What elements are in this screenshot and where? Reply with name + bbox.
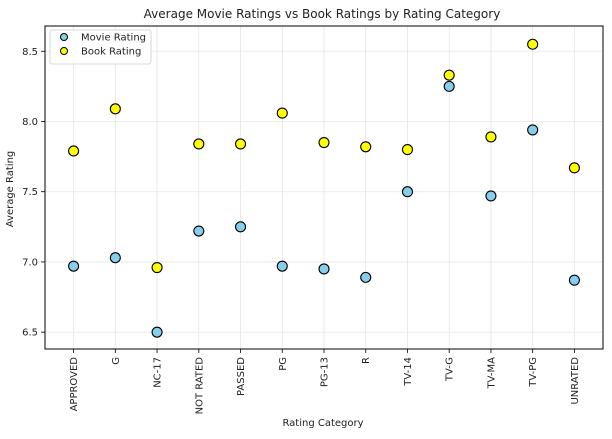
x-tick-label: TV-G — [445, 357, 456, 382]
point-book-tv-14 — [401, 144, 414, 156]
chart-title: Average Movie Ratings vs Book Ratings by… — [144, 7, 501, 21]
point-book-not-rated — [193, 138, 205, 150]
point-book-tv-pg — [527, 38, 539, 50]
point-book-g — [109, 103, 121, 115]
y-tick-label: 8.5 — [22, 47, 38, 58]
point-movie-pg — [276, 260, 288, 272]
point-movie-tv-14 — [401, 186, 414, 198]
point-movie-passed — [234, 221, 247, 233]
grid-layer — [45, 26, 603, 349]
y-tick-label: 8.0 — [22, 117, 38, 128]
point-book-r — [360, 141, 372, 153]
x-tick-label: UNRATED — [570, 357, 581, 405]
x-tick-label: TV-PG — [528, 357, 539, 388]
x-axis-label: Rating Category — [282, 418, 363, 429]
legend: Movie Rating Book Rating — [49, 29, 152, 65]
x-tick-label: NOT RATED — [194, 357, 205, 415]
x-tick-label: G — [111, 357, 122, 365]
y-tick-label: 6.5 — [22, 328, 38, 339]
y-tick-label: 7.0 — [22, 257, 38, 268]
point-movie-tv-pg — [527, 124, 539, 136]
legend-marker — [60, 47, 68, 55]
point-book-nc-17 — [151, 261, 163, 274]
x-tick-label: PG-13 — [320, 357, 331, 387]
point-book-unrated — [568, 162, 580, 174]
x-tick-label: NC-17 — [153, 357, 164, 388]
data-points — [68, 38, 580, 338]
legend-label: Movie Rating — [81, 33, 146, 44]
point-movie-r — [360, 271, 372, 283]
x-tick-label: PG — [278, 357, 289, 371]
legend-marker — [60, 33, 68, 41]
legend-label: Book Rating — [81, 47, 141, 58]
point-book-approved — [68, 145, 80, 157]
x-tick-label: PASSED — [236, 357, 247, 396]
point-book-tv-ma — [485, 131, 497, 143]
point-movie-not-rated — [193, 225, 205, 237]
point-movie-unrated — [568, 274, 580, 286]
point-movie-tv-ma — [485, 190, 497, 202]
x-tick-label: TV-MA — [486, 357, 497, 390]
y-tick-label: 7.5 — [22, 187, 38, 198]
y-axis: 6.5 7.0 7.5 8.0 8.5 — [22, 47, 45, 339]
point-movie-g — [109, 252, 121, 264]
x-tick-label: R — [361, 357, 372, 364]
point-movie-tv-g — [443, 80, 455, 92]
x-tick-label: TV-14 — [403, 357, 414, 387]
point-movie-nc-17 — [151, 326, 163, 338]
point-movie-approved — [68, 260, 80, 272]
y-axis-label: Average Rating — [5, 151, 16, 227]
x-axis: APPROVED G NC-17 NOT RATED PASSED PG PG-13 R TV-… — [69, 349, 581, 414]
point-book-tv-g — [443, 69, 455, 81]
legend-box — [49, 29, 152, 65]
point-book-passed — [234, 138, 247, 150]
point-movie-pg-13 — [318, 263, 330, 275]
x-tick-label: APPROVED — [69, 357, 80, 412]
point-book-pg-13 — [318, 137, 330, 149]
point-book-pg — [276, 107, 288, 119]
